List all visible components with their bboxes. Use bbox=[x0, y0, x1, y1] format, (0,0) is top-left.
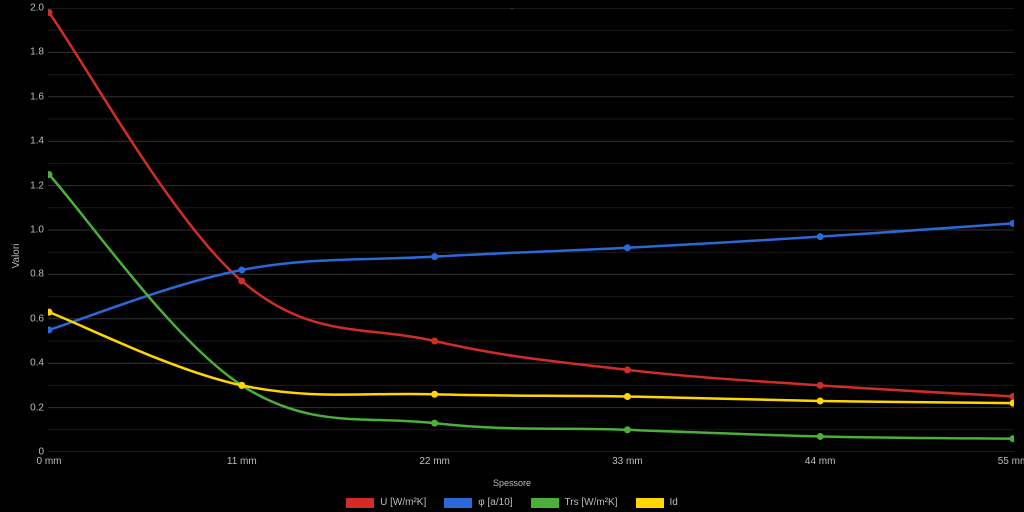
legend-item: Id bbox=[636, 497, 678, 508]
y-tick-label: 1.8 bbox=[30, 47, 44, 58]
series-point bbox=[238, 278, 245, 285]
legend: U [W/m²K] φ [a/10] Trs [W/m²K] Id bbox=[0, 497, 1024, 508]
series-point bbox=[431, 420, 438, 427]
series-point bbox=[1010, 393, 1015, 400]
series-line bbox=[49, 12, 1013, 396]
legend-swatch bbox=[531, 498, 559, 508]
x-tick-label: 33 mm bbox=[612, 456, 643, 467]
x-tick-label: 22 mm bbox=[419, 456, 450, 467]
y-tick-label: 0.2 bbox=[30, 402, 44, 413]
x-axis-title: Spessore bbox=[493, 478, 531, 488]
series-point bbox=[431, 338, 438, 345]
series-point bbox=[238, 266, 245, 273]
series-point bbox=[624, 366, 631, 373]
series-line bbox=[49, 175, 1013, 439]
y-tick-label: 0.8 bbox=[30, 269, 44, 280]
series-line bbox=[49, 223, 1013, 330]
y-tick-label: 2.0 bbox=[30, 3, 44, 14]
legend-label: φ [a/10] bbox=[478, 497, 512, 508]
y-tick-label: 1.2 bbox=[30, 180, 44, 191]
x-tick-label: 44 mm bbox=[805, 456, 836, 467]
series-point bbox=[431, 391, 438, 398]
legend-swatch bbox=[636, 498, 664, 508]
series-point bbox=[238, 382, 245, 389]
series-point bbox=[817, 397, 824, 404]
legend-label: Id bbox=[670, 497, 678, 508]
legend-label: U [W/m²K] bbox=[380, 497, 426, 508]
series-point bbox=[624, 426, 631, 433]
plot-area bbox=[48, 8, 1014, 452]
series-point bbox=[431, 253, 438, 260]
legend-item: U [W/m²K] bbox=[346, 497, 426, 508]
line-chart: . Valori 00.20.40.60.81.01.21.41.61.82.0… bbox=[0, 0, 1024, 512]
x-tick-label: 0 mm bbox=[37, 456, 62, 467]
legend-label: Trs [W/m²K] bbox=[565, 497, 618, 508]
series-point bbox=[817, 433, 824, 440]
y-axis-title: Valori bbox=[11, 244, 22, 269]
series-point bbox=[817, 233, 824, 240]
x-tick-label: 11 mm bbox=[227, 456, 257, 467]
series-point bbox=[624, 393, 631, 400]
y-tick-label: 1.4 bbox=[30, 136, 44, 147]
y-tick-label: 1.0 bbox=[30, 225, 44, 236]
y-tick-label: 0.6 bbox=[30, 313, 44, 324]
series-point bbox=[624, 244, 631, 251]
series-point bbox=[817, 382, 824, 389]
x-tick-label: 55 mm bbox=[998, 456, 1024, 467]
legend-swatch bbox=[346, 498, 374, 508]
series-point bbox=[48, 326, 53, 333]
legend-swatch bbox=[444, 498, 472, 508]
series-point bbox=[1010, 220, 1015, 227]
y-tick-label: 0.4 bbox=[30, 358, 44, 369]
legend-item: φ [a/10] bbox=[444, 497, 512, 508]
legend-item: Trs [W/m²K] bbox=[531, 497, 618, 508]
series-point bbox=[1010, 435, 1015, 442]
series-point bbox=[1010, 400, 1015, 407]
y-tick-label: 1.6 bbox=[30, 91, 44, 102]
